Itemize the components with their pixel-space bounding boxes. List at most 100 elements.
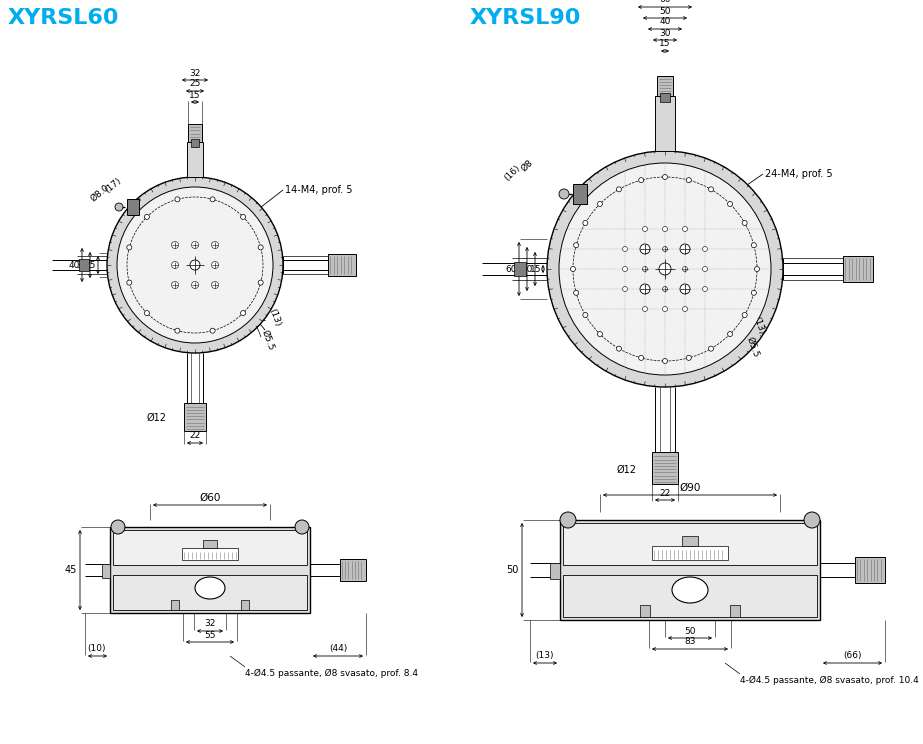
Circle shape bbox=[211, 281, 219, 289]
Circle shape bbox=[295, 520, 309, 534]
Text: 30: 30 bbox=[659, 28, 671, 37]
Bar bbox=[652, 546, 728, 560]
Text: 40: 40 bbox=[521, 265, 533, 274]
Circle shape bbox=[639, 178, 643, 182]
Circle shape bbox=[617, 346, 621, 351]
Circle shape bbox=[211, 261, 219, 269]
Circle shape bbox=[640, 284, 650, 294]
Text: (66): (66) bbox=[844, 651, 862, 660]
Text: (17): (17) bbox=[103, 176, 123, 194]
Circle shape bbox=[560, 512, 576, 528]
Circle shape bbox=[663, 175, 667, 179]
Circle shape bbox=[144, 310, 150, 315]
Circle shape bbox=[702, 266, 708, 272]
Circle shape bbox=[258, 245, 263, 250]
Text: 4-Ø4.5 passante, Ø8 svasato, prof. 8.4: 4-Ø4.5 passante, Ø8 svasato, prof. 8.4 bbox=[245, 669, 418, 679]
Circle shape bbox=[582, 220, 588, 225]
Bar bbox=[640, 605, 650, 617]
Text: Ø90: Ø90 bbox=[679, 483, 701, 493]
Circle shape bbox=[115, 203, 123, 211]
Circle shape bbox=[241, 214, 246, 219]
Bar bbox=[652, 452, 678, 484]
Circle shape bbox=[144, 214, 150, 219]
Circle shape bbox=[639, 356, 643, 360]
Circle shape bbox=[622, 266, 628, 272]
Text: 45: 45 bbox=[65, 565, 77, 575]
Circle shape bbox=[573, 290, 579, 295]
Text: 15: 15 bbox=[530, 265, 541, 274]
Bar bbox=[102, 564, 110, 578]
Bar bbox=[657, 76, 673, 96]
Ellipse shape bbox=[672, 577, 708, 603]
Circle shape bbox=[682, 307, 688, 312]
Circle shape bbox=[751, 290, 756, 295]
Text: (13): (13) bbox=[267, 307, 282, 327]
Text: 25: 25 bbox=[85, 260, 96, 269]
Circle shape bbox=[682, 226, 688, 231]
Text: 60: 60 bbox=[506, 265, 517, 274]
Text: 40: 40 bbox=[68, 260, 80, 269]
Circle shape bbox=[754, 266, 760, 272]
Text: 15: 15 bbox=[659, 39, 671, 48]
Text: Ø60: Ø60 bbox=[199, 493, 221, 502]
Circle shape bbox=[172, 281, 178, 289]
Bar bbox=[730, 605, 740, 617]
Text: 24-M4, prof. 5: 24-M4, prof. 5 bbox=[765, 169, 833, 179]
Circle shape bbox=[210, 328, 215, 333]
Circle shape bbox=[547, 151, 783, 387]
Bar bbox=[187, 142, 203, 177]
Bar bbox=[79, 259, 89, 271]
Circle shape bbox=[663, 286, 667, 292]
Circle shape bbox=[660, 264, 670, 274]
Text: 4-Ø4.5 passante, Ø8 svasato, prof. 10.4: 4-Ø4.5 passante, Ø8 svasato, prof. 10.4 bbox=[740, 676, 918, 685]
Circle shape bbox=[682, 266, 688, 272]
Bar bbox=[110, 527, 310, 613]
Bar bbox=[188, 124, 202, 142]
Bar bbox=[113, 530, 307, 565]
Circle shape bbox=[727, 202, 733, 206]
Circle shape bbox=[617, 187, 621, 192]
Circle shape bbox=[663, 359, 667, 364]
Circle shape bbox=[680, 284, 690, 294]
Bar bbox=[560, 520, 820, 620]
Circle shape bbox=[640, 244, 650, 254]
Circle shape bbox=[702, 286, 708, 292]
Text: 83: 83 bbox=[684, 638, 696, 647]
Circle shape bbox=[126, 245, 132, 250]
Circle shape bbox=[687, 178, 691, 182]
Circle shape bbox=[107, 177, 283, 353]
Bar bbox=[550, 563, 560, 579]
Circle shape bbox=[663, 307, 667, 312]
Circle shape bbox=[642, 307, 648, 312]
Text: 25: 25 bbox=[189, 80, 200, 89]
Circle shape bbox=[172, 242, 178, 248]
Text: 32: 32 bbox=[77, 260, 88, 269]
Circle shape bbox=[174, 328, 180, 333]
Circle shape bbox=[751, 243, 756, 248]
Bar bbox=[241, 600, 249, 610]
Bar bbox=[563, 575, 817, 617]
Bar bbox=[191, 139, 199, 147]
Circle shape bbox=[172, 261, 178, 269]
Circle shape bbox=[582, 312, 588, 318]
Text: Ø8.0: Ø8.0 bbox=[89, 183, 111, 203]
Circle shape bbox=[191, 242, 198, 248]
Circle shape bbox=[191, 261, 198, 269]
Circle shape bbox=[597, 332, 603, 336]
Circle shape bbox=[117, 187, 273, 343]
Bar bbox=[182, 548, 238, 560]
Bar bbox=[514, 262, 526, 276]
Circle shape bbox=[559, 163, 771, 375]
Text: 22: 22 bbox=[189, 432, 200, 440]
Circle shape bbox=[642, 226, 648, 231]
Bar bbox=[843, 256, 873, 282]
Circle shape bbox=[190, 260, 200, 270]
Text: Ø12: Ø12 bbox=[617, 465, 637, 475]
Bar bbox=[855, 557, 885, 583]
Circle shape bbox=[559, 189, 569, 199]
Text: 50: 50 bbox=[513, 265, 525, 274]
Text: (10): (10) bbox=[88, 644, 106, 653]
Bar bbox=[203, 540, 217, 548]
Bar bbox=[660, 93, 670, 102]
Circle shape bbox=[742, 220, 748, 225]
